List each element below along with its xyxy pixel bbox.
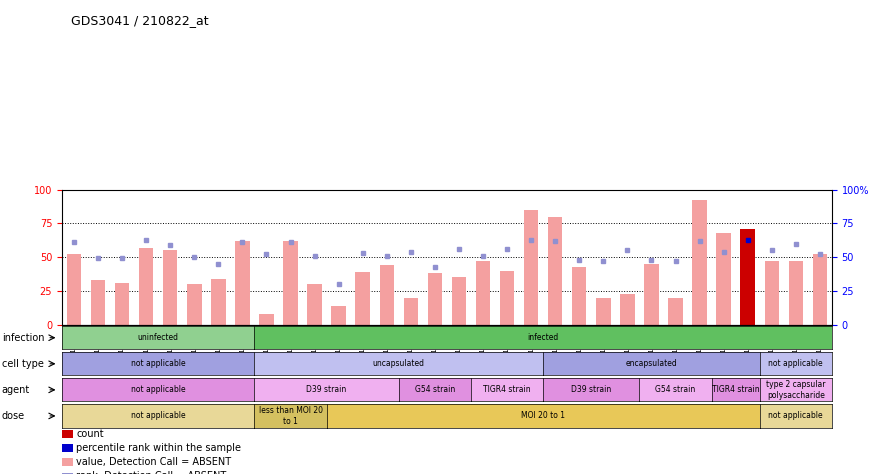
Text: value, Detection Call = ABSENT: value, Detection Call = ABSENT — [76, 457, 231, 467]
Bar — [524, 210, 538, 325]
Text: TIGR4 strain: TIGR4 strain — [712, 385, 759, 394]
Bar — [596, 298, 611, 325]
Bar — [139, 248, 153, 325]
Text: MOI 20 to 1: MOI 20 to 1 — [521, 411, 566, 420]
Bar — [789, 261, 803, 325]
Text: type 2 capsular
polysaccharide: type 2 capsular polysaccharide — [766, 380, 826, 400]
Text: GDS3041 / 210822_at: GDS3041 / 210822_at — [71, 14, 209, 27]
Text: TIGR4 strain: TIGR4 strain — [483, 385, 531, 394]
Text: D39 strain: D39 strain — [571, 385, 612, 394]
Text: G54 strain: G54 strain — [415, 385, 455, 394]
Bar — [692, 201, 707, 325]
Bar — [644, 264, 658, 325]
Bar — [548, 217, 563, 325]
Text: G54 strain: G54 strain — [656, 385, 696, 394]
Bar — [404, 298, 418, 325]
Text: less than MOI 20
to 1: less than MOI 20 to 1 — [258, 406, 322, 426]
Bar — [283, 241, 297, 325]
Text: uncapsulated: uncapsulated — [373, 359, 425, 368]
Bar — [812, 255, 827, 325]
Text: rank, Detection Call = ABSENT: rank, Detection Call = ABSENT — [76, 471, 227, 474]
Bar — [668, 298, 682, 325]
Text: not applicable: not applicable — [131, 385, 186, 394]
Bar — [356, 272, 370, 325]
Bar — [91, 280, 105, 325]
Bar — [620, 293, 635, 325]
Text: not applicable: not applicable — [131, 359, 186, 368]
Text: infected: infected — [527, 333, 558, 342]
Bar — [163, 250, 177, 325]
Text: count: count — [76, 428, 104, 439]
Text: not applicable: not applicable — [768, 359, 823, 368]
Text: D39 strain: D39 strain — [306, 385, 347, 394]
Bar — [716, 233, 731, 325]
Bar — [259, 314, 273, 325]
Bar — [765, 261, 779, 325]
Bar — [331, 306, 346, 325]
Text: encapsulated: encapsulated — [626, 359, 677, 368]
Bar — [66, 255, 81, 325]
Bar — [741, 229, 755, 325]
Bar — [476, 261, 490, 325]
Text: percentile rank within the sample: percentile rank within the sample — [76, 443, 241, 453]
Text: not applicable: not applicable — [131, 411, 186, 420]
Bar — [307, 284, 322, 325]
Text: uninfected: uninfected — [138, 333, 179, 342]
Text: agent: agent — [2, 385, 30, 395]
Text: dose: dose — [2, 411, 25, 421]
Bar — [451, 277, 466, 325]
Text: cell type: cell type — [2, 359, 43, 369]
Bar — [572, 266, 587, 325]
Bar — [187, 284, 202, 325]
Bar — [212, 279, 226, 325]
Bar — [115, 283, 129, 325]
Text: infection: infection — [2, 333, 44, 343]
Bar — [235, 241, 250, 325]
Bar — [500, 271, 514, 325]
Text: not applicable: not applicable — [768, 411, 823, 420]
Bar — [427, 273, 442, 325]
Bar — [380, 265, 394, 325]
